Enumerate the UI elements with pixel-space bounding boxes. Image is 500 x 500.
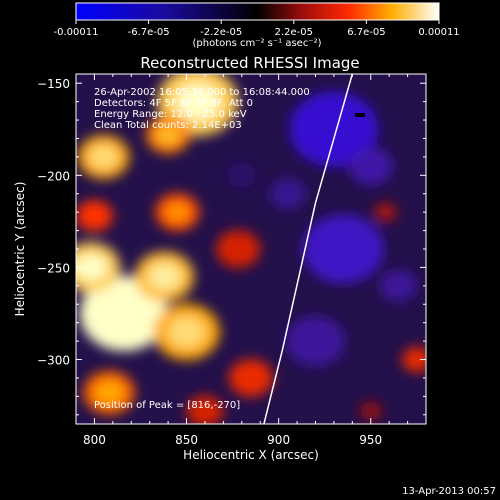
y-tick-label: −200 bbox=[37, 169, 70, 183]
footer-timestamp: 13-Apr-2013 00:57 bbox=[402, 486, 496, 497]
intensity-core bbox=[148, 263, 181, 290]
colorbar bbox=[75, 2, 440, 21]
intensity-blob bbox=[348, 147, 393, 185]
x-tick-label: 850 bbox=[175, 433, 198, 447]
y-tick-label: −300 bbox=[37, 354, 70, 368]
intensity-blob bbox=[302, 214, 384, 284]
colorbar-tick-label: 2.2e-05 bbox=[275, 27, 313, 38]
intensity-core bbox=[94, 381, 124, 405]
chart-title: Reconstructed RHESSI Image bbox=[140, 54, 359, 72]
intensity-blob bbox=[374, 202, 397, 222]
intensity-blob bbox=[216, 230, 261, 268]
colorbar-tick-label: -2.2e-05 bbox=[200, 27, 242, 38]
x-tick-label: 900 bbox=[267, 433, 290, 447]
intensity-blob bbox=[359, 401, 382, 421]
annotation-line: 26-Apr-2002 16:05:34.000 to 16:08:44.000 bbox=[94, 87, 310, 98]
x-tick-label: 800 bbox=[83, 433, 106, 447]
intensity-core bbox=[99, 293, 149, 334]
intensity-blob bbox=[228, 359, 274, 397]
x-axis-label: Heliocentric X (arcsec) bbox=[183, 448, 319, 462]
intensity-core bbox=[155, 124, 181, 145]
intensity-blob bbox=[227, 162, 257, 188]
peak-position-label: Position of Peak = [816,-270] bbox=[94, 400, 240, 411]
annotation-line: Detectors: 4F 5F 6F 7F 8F, Att 0 bbox=[94, 98, 253, 109]
annotation-line: Clean Total counts: 2.14E+03 bbox=[94, 120, 242, 131]
x-tick-label: 950 bbox=[359, 433, 382, 447]
colorbar-tick-label: 6.7e-05 bbox=[347, 27, 385, 38]
annotation-block: 26-Apr-2002 16:05:34.000 to 16:08:44.000… bbox=[94, 87, 310, 131]
intensity-blob bbox=[186, 395, 224, 424]
y-axis-label: Heliocentric Y (arcsec) bbox=[13, 182, 27, 317]
colorbar-unit-label: (photons cm⁻² s⁻¹ asec⁻²) bbox=[192, 38, 321, 49]
colorbar-tick-label: -6.7e-05 bbox=[128, 27, 170, 38]
intensity-core bbox=[89, 145, 118, 169]
intensity-core bbox=[168, 316, 205, 347]
intensity-core bbox=[165, 202, 190, 223]
intensity-blob bbox=[289, 91, 379, 167]
intensity-blob bbox=[402, 347, 426, 373]
annotation-line: Energy Range: 12.0 - 25.0 keV bbox=[94, 109, 247, 120]
y-tick-label: −150 bbox=[37, 77, 70, 91]
y-tick-label: −250 bbox=[37, 261, 70, 275]
intensity-blob bbox=[286, 316, 345, 367]
solar-limb-curve bbox=[263, 74, 354, 424]
intensity-blob bbox=[76, 200, 113, 232]
peak-marker bbox=[355, 113, 365, 117]
intensity-core bbox=[76, 254, 107, 281]
intensity-blob bbox=[269, 178, 307, 210]
intensity-blob bbox=[379, 270, 417, 302]
colorbar-tick-label: -0.00011 bbox=[54, 27, 99, 38]
intensity-core bbox=[175, 83, 220, 120]
colorbar-tick-label: 0.00011 bbox=[418, 27, 459, 38]
